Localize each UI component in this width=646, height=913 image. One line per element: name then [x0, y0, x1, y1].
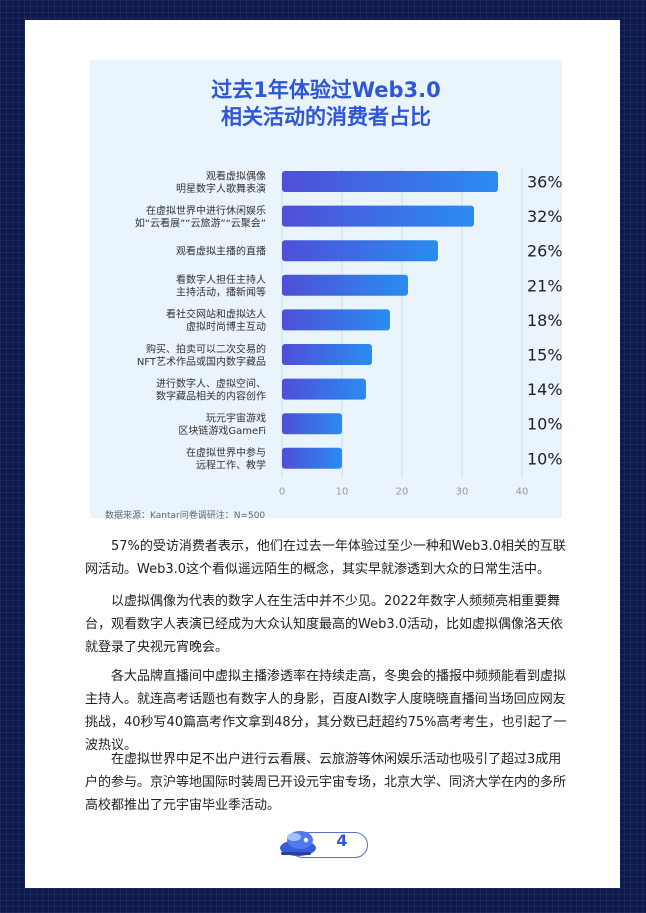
data-source-note: 数据来源：Kantar问卷调研注：N=500	[105, 511, 266, 521]
bar	[282, 309, 390, 331]
bar-value-label: 18%	[527, 311, 562, 330]
category-label: 如“云看展”“云旅游”“云聚会”	[135, 216, 266, 229]
paragraph-4: 在虚拟世界中足不出户进行云看展、云旅游等休闲娱乐活动也吸引了超过3成用户的参与。…	[85, 752, 567, 813]
category-label: NFT艺术作品或国内数字藏品	[137, 355, 266, 368]
category-label: 数字藏品相关的内容创作	[156, 389, 266, 402]
chart-title-line-2: 相关活动的消费者占比	[221, 105, 431, 129]
bar-value-label: 26%	[527, 242, 562, 261]
bar-value-label: 14%	[527, 380, 562, 399]
mascot-icon	[280, 831, 316, 856]
paragraph-1: 57%的受访消费者表示，他们在过去一年体验过至少一种和Web3.0相关的互联网活…	[85, 539, 566, 577]
category-label: 看社交网站和虚拟达人	[166, 308, 266, 321]
category-label: 观看虚拟主播的直播	[176, 245, 266, 258]
bar-value-label: 32%	[527, 207, 562, 226]
bar	[282, 447, 342, 469]
bar-value-label: 21%	[527, 276, 562, 295]
x-tick-label: 10	[336, 486, 349, 497]
bar	[282, 205, 474, 227]
bar	[282, 413, 342, 435]
category-label: 在虚拟世界中进行休闲娱乐	[146, 204, 266, 217]
bar-value-label: 36%	[527, 173, 562, 192]
page-number: 4	[336, 831, 348, 850]
document-page: 过去1年体验过Web3.0 相关活动的消费者占比 0 10 20 30 40 36% 观看虚…	[25, 20, 620, 888]
paragraph-2: 以虚拟偶像为代表的数字人在生活中并不少见。2022年数字人频频亮相重要舞台，观看…	[85, 594, 564, 655]
category-label: 区块链游戏GameFi	[178, 424, 266, 437]
page-number-badge: 4	[272, 828, 368, 860]
chart-title: 过去1年体验过Web3.0 相关活动的消费者占比	[90, 77, 562, 131]
category-label: 在虚拟世界中参与	[186, 446, 266, 459]
chart-panel: 过去1年体验过Web3.0 相关活动的消费者占比 0 10 20 30 40 36% 观看虚…	[90, 60, 562, 521]
x-tick-label: 30	[456, 486, 469, 497]
category-label: 玩元宇宙游戏	[206, 411, 266, 424]
x-tick-label: 20	[396, 486, 409, 497]
category-label: 观看虚拟偶像	[206, 169, 266, 182]
x-tick-label: 0	[279, 486, 285, 497]
category-label: 购买、拍卖可以二次交易的	[146, 342, 266, 355]
category-label: 远程工作、教学	[196, 459, 266, 472]
bar	[282, 378, 366, 400]
x-tick-label: 40	[516, 486, 529, 497]
bar	[282, 274, 408, 296]
category-label: 进行数字人、虚拟空间、	[156, 377, 266, 390]
category-label: 看数字人担任主持人	[176, 273, 266, 286]
paragraph-3: 各大品牌直播间中虚拟主播渗透率在持续走高，冬奥会的播报中频频能看到虚拟主持人。就…	[85, 669, 567, 753]
bar-value-label: 10%	[527, 415, 562, 434]
category-label: 明星数字人歌舞表演	[176, 182, 266, 195]
bar-value-label: 10%	[527, 449, 562, 468]
bar	[282, 171, 498, 192]
bar	[282, 344, 372, 365]
category-label: 主持活动，播新闻等	[176, 286, 266, 299]
chart-title-line-1: 过去1年体验过Web3.0	[211, 78, 441, 102]
bar-value-label: 15%	[527, 346, 562, 365]
category-label: 虚拟时尚博主互动	[186, 320, 266, 333]
bar	[282, 240, 438, 262]
